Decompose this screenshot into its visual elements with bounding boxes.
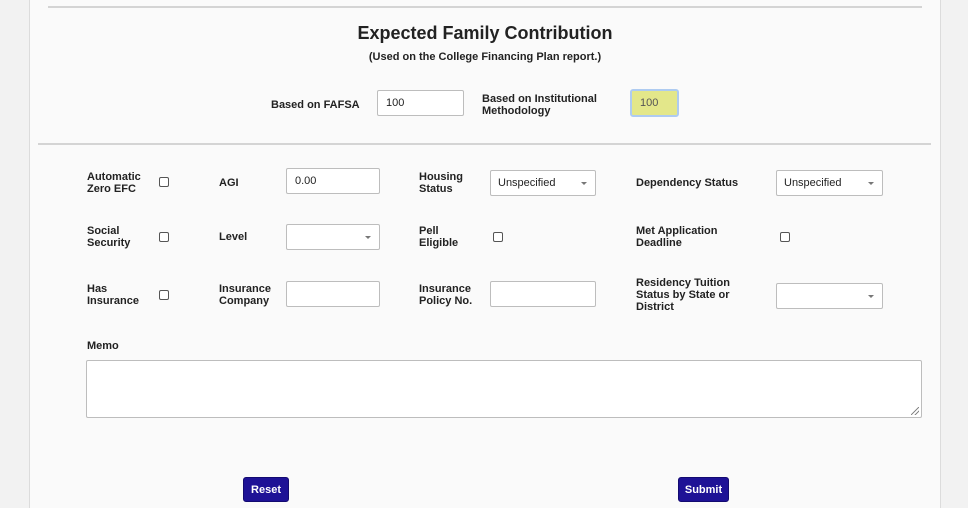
chevron-down-icon bbox=[868, 295, 874, 298]
met-app-deadline-checkbox[interactable] bbox=[780, 232, 790, 242]
institutional-label: Based on Institutional Methodology bbox=[482, 93, 597, 117]
level-label: Level bbox=[219, 231, 248, 243]
agi-input[interactable] bbox=[286, 168, 380, 194]
insurance-policy-input[interactable] bbox=[490, 281, 596, 307]
memo-label: Memo bbox=[87, 340, 119, 352]
form-panel bbox=[29, 0, 941, 508]
reset-button[interactable]: Reset bbox=[243, 477, 289, 502]
resize-grip-icon[interactable] bbox=[911, 407, 919, 415]
has-insurance-label-line1: Has bbox=[87, 283, 108, 295]
pell-eligible-label-line2: Eligible bbox=[419, 237, 459, 249]
residency-tuition-label-line3: District bbox=[636, 301, 674, 313]
level-select[interactable] bbox=[286, 224, 380, 250]
residency-tuition-select[interactable] bbox=[776, 283, 883, 309]
insurance-company-input[interactable] bbox=[286, 281, 380, 307]
page-title: Expected Family Contribution bbox=[357, 23, 613, 43]
insurance-policy-label: Insurance Policy No. bbox=[419, 283, 472, 307]
chevron-down-icon bbox=[581, 182, 587, 185]
housing-status-label: Housing Status bbox=[419, 171, 463, 195]
institutional-label-line1: Based on Institutional bbox=[482, 93, 597, 105]
dependency-status-select[interactable]: Unspecified bbox=[776, 170, 883, 196]
met-app-deadline-label-line1: Met Application bbox=[636, 225, 718, 237]
social-security-label: Social Security bbox=[87, 225, 130, 249]
agi-label: AGI bbox=[219, 177, 239, 189]
auto-zero-efc-checkbox[interactable] bbox=[159, 177, 169, 187]
met-app-deadline-label-line2: Deadline bbox=[636, 237, 682, 249]
residency-tuition-label: Residency Tuition Status by State or Dis… bbox=[636, 277, 730, 313]
housing-status-value: Unspecified bbox=[498, 177, 556, 189]
pell-eligible-label: Pell Eligible bbox=[419, 225, 458, 249]
pell-eligible-checkbox[interactable] bbox=[493, 232, 503, 242]
chevron-down-icon bbox=[365, 236, 371, 239]
chevron-down-icon bbox=[868, 182, 874, 185]
insurance-policy-label-line2: Policy No. bbox=[419, 295, 473, 307]
fafsa-label: Based on FAFSA bbox=[271, 99, 360, 111]
residency-tuition-label-line1: Residency Tuition bbox=[636, 277, 730, 289]
memo-textarea[interactable] bbox=[86, 360, 922, 418]
section-divider bbox=[38, 143, 931, 145]
met-app-deadline-label: Met Application Deadline bbox=[636, 225, 717, 249]
insurance-company-label: Insurance Company bbox=[219, 283, 271, 307]
housing-status-label-line1: Housing bbox=[419, 171, 463, 183]
has-insurance-label-line2: Insurance bbox=[87, 295, 139, 307]
residency-tuition-label-line2: Status by State or bbox=[636, 289, 730, 301]
auto-zero-efc-label-line1: Automatic bbox=[87, 171, 141, 183]
auto-zero-efc-label: Automatic Zero EFC bbox=[87, 171, 141, 195]
insurance-company-label-line1: Insurance bbox=[219, 283, 271, 295]
insurance-company-label-line2: Company bbox=[219, 295, 270, 307]
top-divider bbox=[48, 6, 922, 8]
dependency-status-value: Unspecified bbox=[784, 177, 842, 189]
housing-status-label-line2: Status bbox=[419, 183, 453, 195]
auto-zero-efc-label-line2: Zero EFC bbox=[87, 183, 136, 195]
social-security-checkbox[interactable] bbox=[159, 232, 169, 242]
has-insurance-label: Has Insurance bbox=[87, 283, 139, 307]
fafsa-efc-input[interactable] bbox=[377, 90, 464, 116]
submit-button[interactable]: Submit bbox=[678, 477, 729, 502]
has-insurance-checkbox[interactable] bbox=[159, 290, 169, 300]
social-security-label-line1: Social bbox=[87, 225, 120, 237]
institutional-efc-input[interactable] bbox=[630, 89, 679, 117]
page-subtitle: (Used on the College Financing Plan repo… bbox=[368, 51, 602, 63]
pell-eligible-label-line1: Pell bbox=[419, 225, 439, 237]
social-security-label-line2: Security bbox=[87, 237, 131, 249]
insurance-policy-label-line1: Insurance bbox=[419, 283, 471, 295]
institutional-label-line2: Methodology bbox=[482, 105, 551, 117]
dependency-status-label: Dependency Status bbox=[636, 177, 739, 189]
housing-status-select[interactable]: Unspecified bbox=[490, 170, 596, 196]
